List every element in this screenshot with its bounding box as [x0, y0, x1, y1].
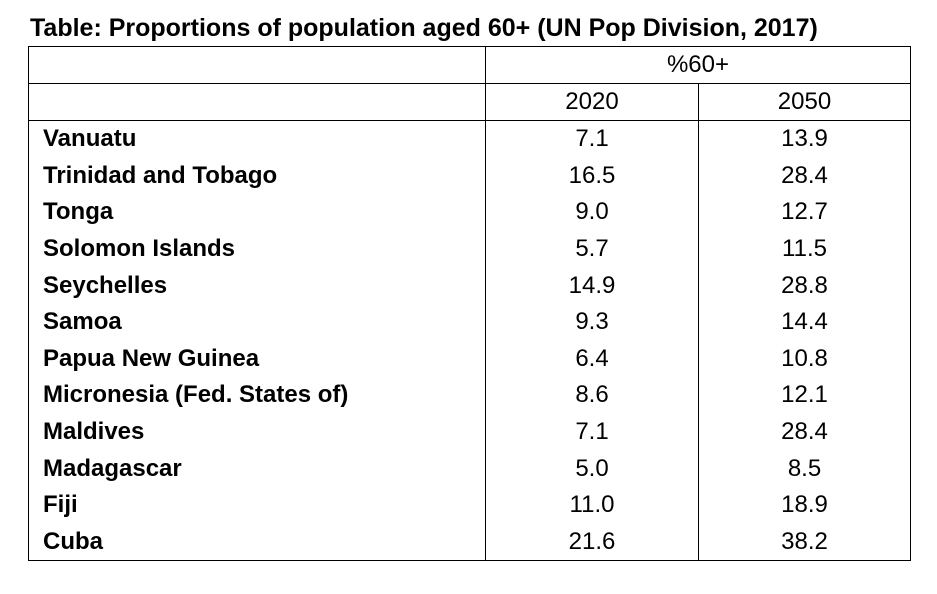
table-row: Vanuatu 7.1 13.9 [28, 120, 911, 158]
value-2020-cell: 11.0 [485, 486, 699, 524]
header-year-2020: 2020 [485, 83, 699, 121]
value-2020-cell: 16.5 [485, 157, 699, 195]
country-cell: Fiji [28, 486, 486, 524]
value-2020-cell: 9.0 [485, 194, 699, 231]
table-row: Tonga 9.0 12.7 [28, 194, 911, 231]
table-row: Solomon Islands 5.7 11.5 [28, 230, 911, 268]
value-2020-cell: 21.6 [485, 523, 699, 562]
population-table: %60+ 2020 2050 Vanuatu 7.1 13.9 Trinidad an… [28, 46, 911, 562]
country-cell: Seychelles [28, 267, 486, 304]
header-empty-cell [28, 46, 486, 84]
table-row: Cuba 21.6 38.2 [28, 523, 911, 562]
value-2020-cell: 7.1 [485, 120, 699, 158]
table-row: Papua New Guinea 6.4 10.8 [28, 340, 911, 378]
country-cell: Madagascar [28, 450, 486, 487]
header-empty-cell [28, 83, 486, 121]
country-cell: Papua New Guinea [28, 340, 486, 378]
value-2050-cell: 10.8 [698, 340, 911, 378]
country-cell: Samoa [28, 303, 486, 341]
header-year-2050: 2050 [698, 83, 911, 121]
value-2050-cell: 28.8 [698, 267, 911, 304]
value-2050-cell: 8.5 [698, 450, 911, 487]
value-2050-cell: 28.4 [698, 413, 911, 451]
table-row: Maldives 7.1 28.4 [28, 413, 911, 451]
table-row: Fiji 11.0 18.9 [28, 486, 911, 524]
header-group-row: %60+ [28, 46, 911, 84]
table-row: Trinidad and Tobago 16.5 28.4 [28, 157, 911, 195]
table-title: Table: Proportions of population aged 60… [30, 14, 818, 42]
country-cell: Tonga [28, 194, 486, 231]
value-2020-cell: 7.1 [485, 413, 699, 451]
country-cell: Trinidad and Tobago [28, 157, 486, 195]
country-cell: Vanuatu [28, 120, 486, 158]
header-years-row: 2020 2050 [28, 83, 911, 121]
value-2050-cell: 18.9 [698, 486, 911, 524]
value-2050-cell: 11.5 [698, 230, 911, 268]
table-row: Samoa 9.3 14.4 [28, 303, 911, 341]
value-2050-cell: 12.1 [698, 377, 911, 414]
table-row: Seychelles 14.9 28.8 [28, 267, 911, 304]
value-2020-cell: 5.7 [485, 230, 699, 268]
header-group-label: %60+ [485, 46, 911, 84]
value-2050-cell: 28.4 [698, 157, 911, 195]
table-row: Micronesia (Fed. States of) 8.6 12.1 [28, 377, 911, 414]
value-2050-cell: 12.7 [698, 194, 911, 231]
value-2020-cell: 5.0 [485, 450, 699, 487]
value-2050-cell: 14.4 [698, 303, 911, 341]
value-2020-cell: 8.6 [485, 377, 699, 414]
country-cell: Solomon Islands [28, 230, 486, 268]
country-cell: Maldives [28, 413, 486, 451]
table-row: Madagascar 5.0 8.5 [28, 450, 911, 487]
value-2020-cell: 6.4 [485, 340, 699, 378]
value-2050-cell: 13.9 [698, 120, 911, 158]
value-2020-cell: 9.3 [485, 303, 699, 341]
value-2050-cell: 38.2 [698, 523, 911, 562]
country-cell: Cuba [28, 523, 486, 562]
country-cell: Micronesia (Fed. States of) [28, 377, 486, 414]
value-2020-cell: 14.9 [485, 267, 699, 304]
